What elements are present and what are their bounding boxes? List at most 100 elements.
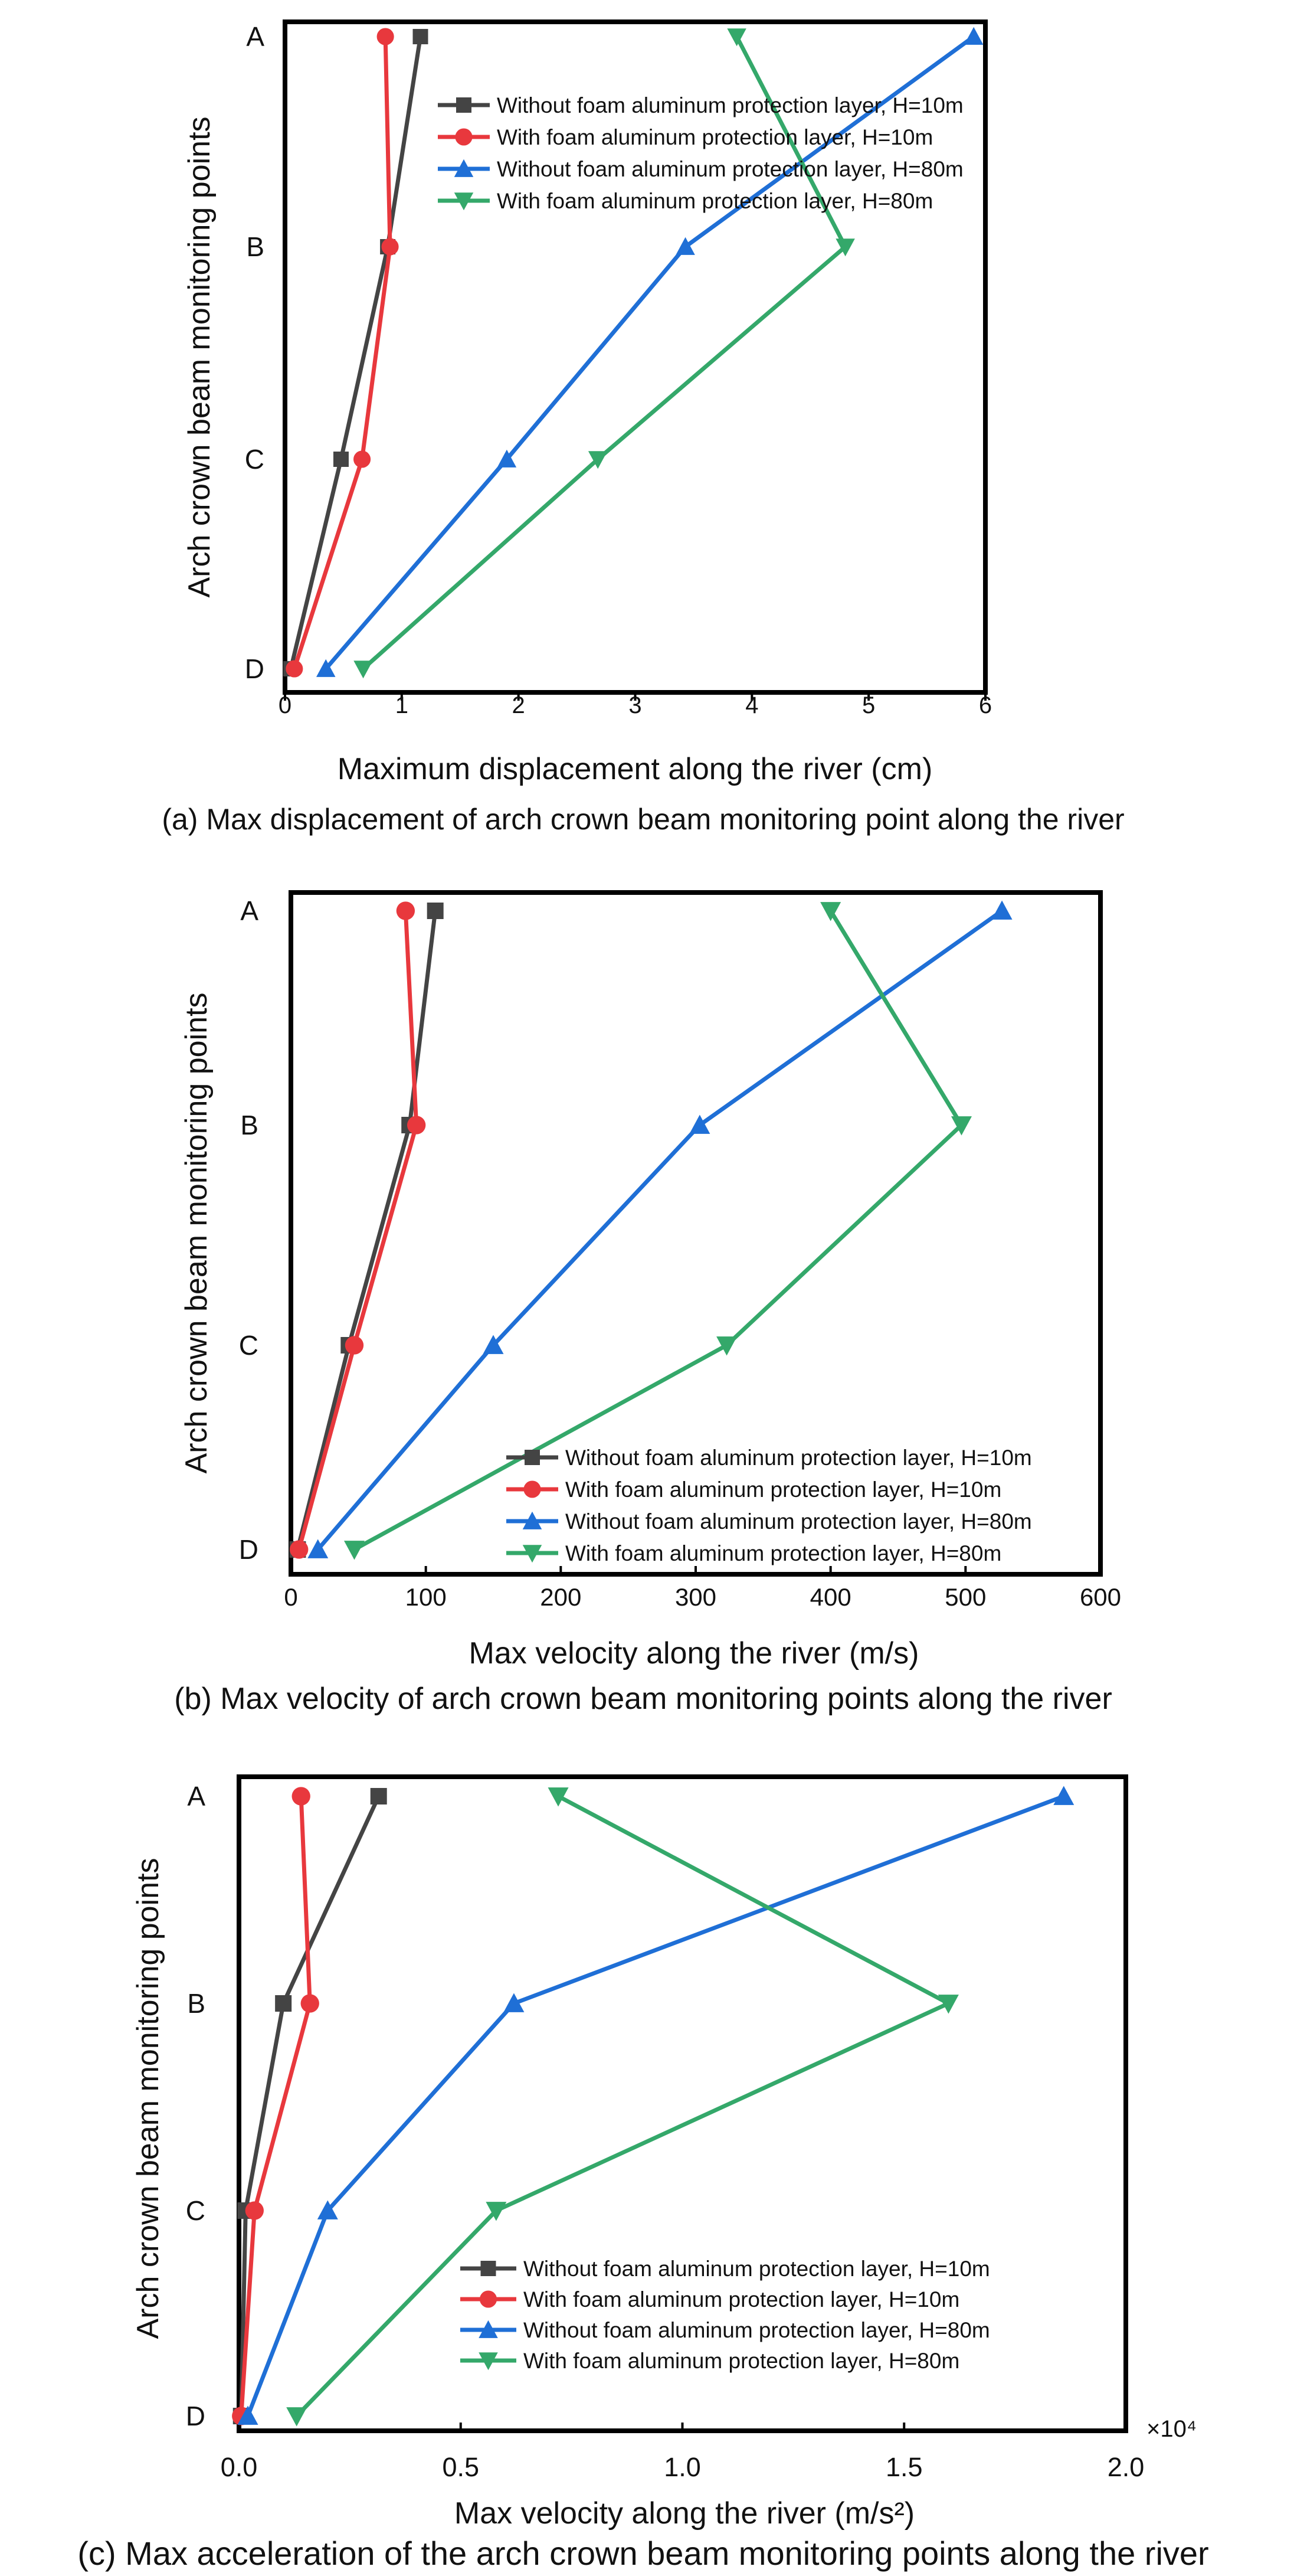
legend-marker xyxy=(455,128,473,146)
x-tick-label: 1 xyxy=(395,692,408,718)
y-category-label: D xyxy=(245,653,264,684)
series-4 xyxy=(353,28,855,679)
data-point-c xyxy=(497,449,517,468)
legend-entry: With foam aluminum protection layer, H=8… xyxy=(523,2349,959,2373)
legend-entry: Without foam aluminum protection layer, … xyxy=(497,157,964,181)
series-3 xyxy=(237,1786,1074,2425)
data-point-b xyxy=(676,237,695,255)
x-tick-label: 0.5 xyxy=(442,2452,479,2482)
y-category-label: C xyxy=(245,444,264,475)
y-category-label: B xyxy=(246,231,264,262)
data-point-a xyxy=(964,27,984,45)
data-point-c xyxy=(245,2201,264,2220)
legend-entry: With foam aluminum protection layer, H=8… xyxy=(497,189,933,213)
x-tick-label: 400 xyxy=(810,1583,851,1611)
y-axis-label: Arch crown beam monitoring points xyxy=(179,992,214,1473)
series-line xyxy=(324,35,975,671)
y-category-label: B xyxy=(187,1988,205,2019)
data-point-b xyxy=(407,1116,426,1135)
legend-entry: Without foam aluminum protection layer, … xyxy=(565,1509,1032,1534)
x-tick-label: 100 xyxy=(405,1583,447,1611)
data-point-c xyxy=(333,452,349,467)
chart-panel-b: 0 100 200 300 400 500 600 A B C D Max velocity alon… xyxy=(174,890,1121,1716)
data-point-a xyxy=(291,1787,310,1806)
x-tick-label: 1.5 xyxy=(886,2452,923,2482)
figure-caption: (b) Max velocity of arch crown beam moni… xyxy=(174,1682,1112,1716)
legend-marker xyxy=(454,159,474,177)
data-point-c xyxy=(716,1336,738,1356)
series-line xyxy=(289,36,422,669)
x-axis-multiplier: ×10⁴ xyxy=(1146,2416,1197,2442)
data-point-d xyxy=(307,1539,329,1558)
x-axis-label: Max velocity along the river (m/s) xyxy=(469,1636,919,1671)
legend-marker xyxy=(522,1545,542,1563)
x-tick-label: 2.0 xyxy=(1108,2452,1145,2482)
legend-marker xyxy=(479,2352,498,2371)
data-point-a xyxy=(991,900,1013,920)
legend-marker xyxy=(456,97,471,113)
legend-marker xyxy=(479,2290,497,2308)
series-1 xyxy=(283,29,428,676)
legend-marker xyxy=(479,2320,498,2338)
data-point-c xyxy=(486,2202,507,2221)
legend-entry: Without foam aluminum protection layer, … xyxy=(497,93,964,117)
legend-entry: With foam aluminum protection layer, H=1… xyxy=(523,2287,959,2312)
data-point-c xyxy=(353,450,371,468)
x-axis-label: Maximum displacement along the river (cm… xyxy=(338,752,933,786)
series-line xyxy=(239,1795,381,2417)
x-tick-label: 0 xyxy=(284,1583,297,1611)
x-tick-label: 500 xyxy=(945,1583,986,1611)
series-line xyxy=(295,1794,951,2418)
data-point-d xyxy=(290,1540,309,1559)
series-line xyxy=(362,35,848,671)
data-point-a xyxy=(412,29,428,44)
series-line xyxy=(296,910,438,1550)
series-line xyxy=(353,910,964,1552)
data-point-d xyxy=(286,2407,307,2427)
y-category-label: C xyxy=(186,2195,205,2226)
series-line xyxy=(316,909,1004,1551)
x-tick-label: 0.0 xyxy=(221,2452,258,2482)
legend-marker xyxy=(454,192,474,211)
series-2 xyxy=(232,1787,319,2425)
y-category-label: A xyxy=(187,1781,205,1812)
data-point-d xyxy=(343,1541,365,1560)
legend-entry: With foam aluminum protection layer, H=1… xyxy=(497,125,933,149)
y-category-label: A xyxy=(246,21,264,52)
x-tick-label: 4 xyxy=(745,692,758,718)
series-3 xyxy=(316,27,984,677)
data-point-b xyxy=(275,1995,292,2012)
x-tick-label: 3 xyxy=(628,692,641,718)
y-category-label: A xyxy=(240,895,258,926)
x-tick-label: 600 xyxy=(1080,1583,1121,1611)
figure-caption: (c) Max acceleration of the arch crown b… xyxy=(77,2535,1208,2572)
legend-entry: Without foam aluminum protection layer, … xyxy=(565,1446,1032,1470)
data-point-b xyxy=(938,1995,959,2014)
series-line xyxy=(245,1794,1065,2417)
series-2 xyxy=(290,901,426,1559)
data-point-a xyxy=(1053,1786,1074,1805)
data-point-a xyxy=(727,28,746,47)
legend-marker xyxy=(522,1511,542,1529)
data-point-b xyxy=(300,1994,319,2013)
y-axis-label: Arch crown beam monitoring points xyxy=(182,116,217,597)
data-point-a xyxy=(396,901,415,920)
series-line xyxy=(292,36,392,670)
y-category-label: D xyxy=(186,2401,205,2431)
series-line xyxy=(297,910,419,1550)
data-point-a xyxy=(548,1787,569,1807)
data-point-b xyxy=(503,1993,525,2012)
figure-caption: (a) Max displacement of arch crown beam … xyxy=(162,803,1124,836)
x-tick-label: 200 xyxy=(540,1583,581,1611)
x-tick-label: 6 xyxy=(979,692,992,718)
data-point-b xyxy=(381,238,399,256)
y-category-label: C xyxy=(239,1330,258,1361)
plot-frame xyxy=(289,890,1103,1577)
chart-panel-a: 0 1 2 3 4 5 6 A B C D Maximum displacement along th… xyxy=(162,19,1125,836)
series-4 xyxy=(286,1787,959,2427)
y-category-label: B xyxy=(240,1110,258,1140)
data-point-a xyxy=(427,903,444,919)
data-point-a xyxy=(820,902,841,921)
data-point-d xyxy=(316,659,336,677)
